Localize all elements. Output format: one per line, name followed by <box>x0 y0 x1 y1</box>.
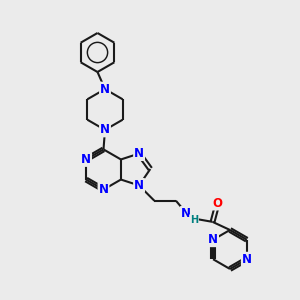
Text: N: N <box>100 82 110 96</box>
Text: O: O <box>213 196 223 209</box>
Text: N: N <box>98 183 109 196</box>
Text: N: N <box>208 233 218 246</box>
Text: H: H <box>190 215 198 225</box>
Text: N: N <box>181 207 191 220</box>
Text: N: N <box>100 123 110 136</box>
Text: N: N <box>134 179 144 192</box>
Text: N: N <box>134 147 144 160</box>
Text: N: N <box>242 253 252 266</box>
Text: N: N <box>81 153 91 166</box>
